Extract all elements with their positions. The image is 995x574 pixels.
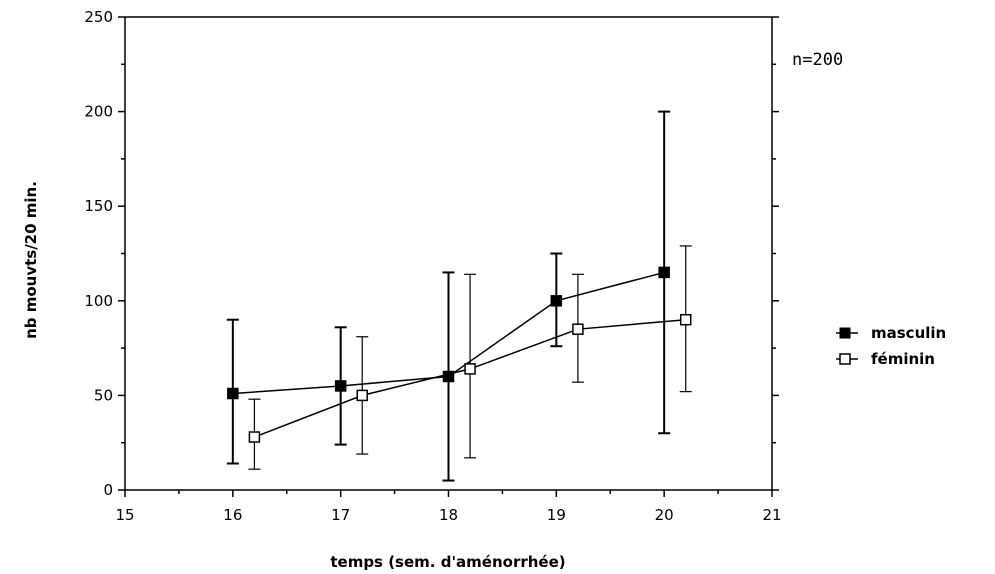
data-point-feminin bbox=[572, 323, 584, 335]
y-tick-label: 200 bbox=[84, 103, 113, 121]
x-axis-title: temps (sem. d'aménorrhée) bbox=[330, 553, 565, 571]
x-tick-label: 17 bbox=[331, 506, 350, 524]
x-tick-label: 16 bbox=[223, 506, 242, 524]
y-axis-title: nb mouvts/20 min. bbox=[22, 181, 40, 339]
data-point-feminin bbox=[356, 389, 368, 402]
legend-marker-masculin bbox=[839, 327, 851, 339]
data-point-masculin bbox=[227, 387, 239, 400]
legend-label-feminin: féminin bbox=[871, 350, 935, 368]
data-point-feminin bbox=[679, 313, 692, 326]
y-tick-label: 150 bbox=[84, 197, 113, 215]
data-point-masculin bbox=[658, 266, 670, 279]
legend-label-masculin: masculin bbox=[871, 324, 946, 342]
y-tick-label: 250 bbox=[84, 8, 113, 26]
x-tick-label: 19 bbox=[547, 506, 566, 524]
data-point-masculin bbox=[550, 295, 563, 307]
x-tick-label: 20 bbox=[655, 506, 674, 524]
legend-item-feminin: féminin bbox=[836, 350, 935, 368]
legend-item-masculin: masculin bbox=[836, 324, 946, 342]
data-point-masculin bbox=[334, 380, 347, 392]
sample-size-annotation: n=200 bbox=[792, 50, 843, 70]
y-tick-label: 100 bbox=[84, 292, 113, 310]
data-point-masculin bbox=[442, 370, 455, 383]
data-point-feminin bbox=[464, 363, 476, 375]
series-lines bbox=[232, 271, 686, 438]
series-markers bbox=[227, 266, 692, 443]
x-tick-label: 21 bbox=[762, 506, 781, 524]
tick-labels: 0 50 100 150 200 250 15 16 17 18 19 20 21 bbox=[84, 8, 781, 524]
x-tick-label: 15 bbox=[115, 506, 134, 524]
data-point-feminin bbox=[248, 431, 261, 443]
legend-marker-feminin bbox=[839, 353, 851, 365]
y-tick-label: 50 bbox=[94, 386, 113, 404]
y-tick-label: 0 bbox=[103, 481, 113, 499]
x-tick-label: 18 bbox=[439, 506, 458, 524]
legend: masculin féminin bbox=[836, 324, 946, 368]
error-bars bbox=[226, 110, 692, 482]
tick-marks bbox=[118, 16, 779, 497]
